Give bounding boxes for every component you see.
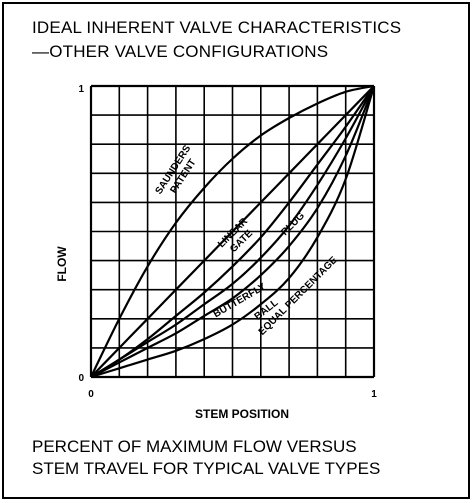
curve-equal-percentage xyxy=(90,85,376,379)
curve-plug xyxy=(90,85,375,378)
curves xyxy=(90,84,376,379)
x-axis-label: STEM POSITION xyxy=(195,407,289,421)
y-axis-label: FLOW xyxy=(55,246,69,282)
x-tick-1: 1 xyxy=(371,389,377,400)
title-line-2: —OTHER VALVE CONFIGURATIONS xyxy=(32,42,329,61)
curve-label-linear-gate: LINEARGATE xyxy=(216,216,259,259)
figure-frame xyxy=(2,2,470,499)
y-tick-0: 0 xyxy=(78,373,84,384)
curve-label-plug: PLUG xyxy=(280,210,308,238)
x-tick-0: 0 xyxy=(88,389,94,400)
figure-title: IDEAL INHERENT VALVE CHARACTERISTICS —OT… xyxy=(32,16,401,64)
figure-caption: PERCENT OF MAXIMUM FLOW VERSUS STEM TRAV… xyxy=(32,436,380,480)
caption-line-1: PERCENT OF MAXIMUM FLOW VERSUS xyxy=(32,437,357,456)
y-tick-1: 1 xyxy=(78,84,84,95)
curve-butterfly xyxy=(90,85,375,378)
title-line-1: IDEAL INHERENT VALVE CHARACTERISTICS xyxy=(32,18,402,37)
caption-line-2: STEM TRAVEL FOR TYPICAL VALVE TYPES xyxy=(32,459,381,478)
curve-ball xyxy=(90,85,376,378)
curve-saunders-patent xyxy=(90,84,375,378)
curve-linear-gate xyxy=(90,85,375,378)
grid xyxy=(89,84,376,379)
